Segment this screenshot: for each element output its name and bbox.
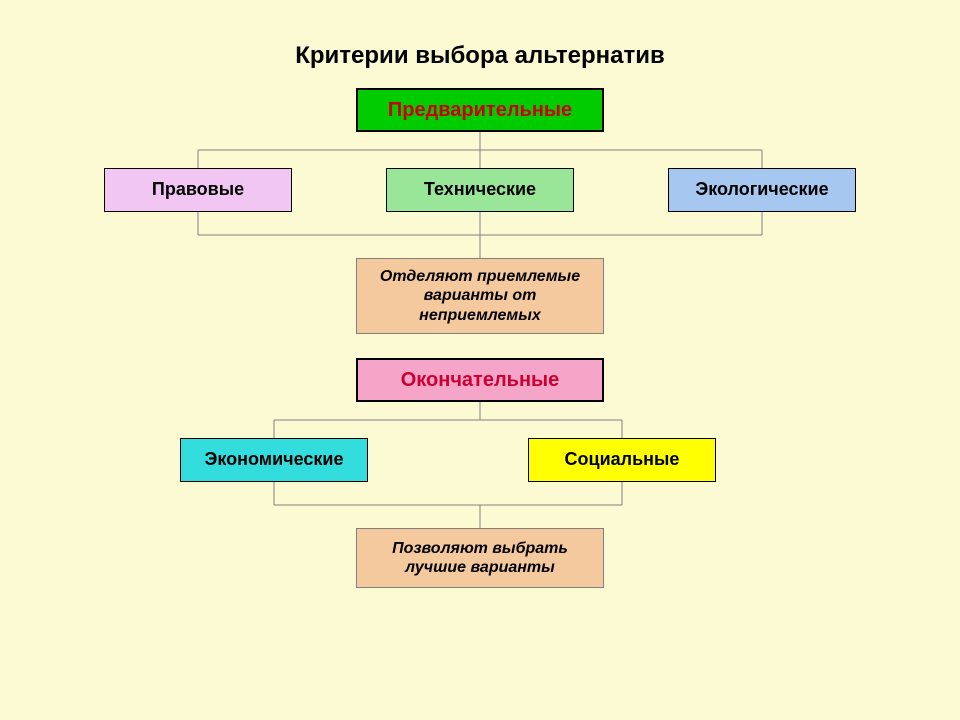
diagram-title: Критерии выбора альтернатив [0, 42, 960, 70]
node-economic: Экономические [180, 438, 368, 482]
node-economic-label: Экономические [205, 449, 344, 471]
node-technical-label: Технические [424, 179, 536, 201]
node-ecological: Экологические [668, 168, 856, 212]
node-separate: Отделяют приемлемые варианты от неприемл… [356, 258, 604, 334]
node-ecological-label: Экологические [695, 179, 828, 201]
node-preliminary-label: Предварительные [388, 98, 572, 122]
node-technical: Технические [386, 168, 574, 212]
node-final-label: Окончательные [401, 368, 560, 392]
node-social-label: Социальные [565, 449, 680, 471]
node-legal-label: Правовые [152, 179, 244, 201]
node-select-label: Позволяют выбрать лучшие варианты [361, 539, 599, 577]
node-select: Позволяют выбрать лучшие варианты [356, 528, 604, 588]
node-preliminary: Предварительные [356, 88, 604, 132]
diagram-stage: Критерии выбора альтернатив Предваритель… [0, 0, 960, 720]
node-legal: Правовые [104, 168, 292, 212]
node-final: Окончательные [356, 358, 604, 402]
node-social: Социальные [528, 438, 716, 482]
node-separate-label: Отделяют приемлемые варианты от неприемл… [361, 267, 599, 325]
